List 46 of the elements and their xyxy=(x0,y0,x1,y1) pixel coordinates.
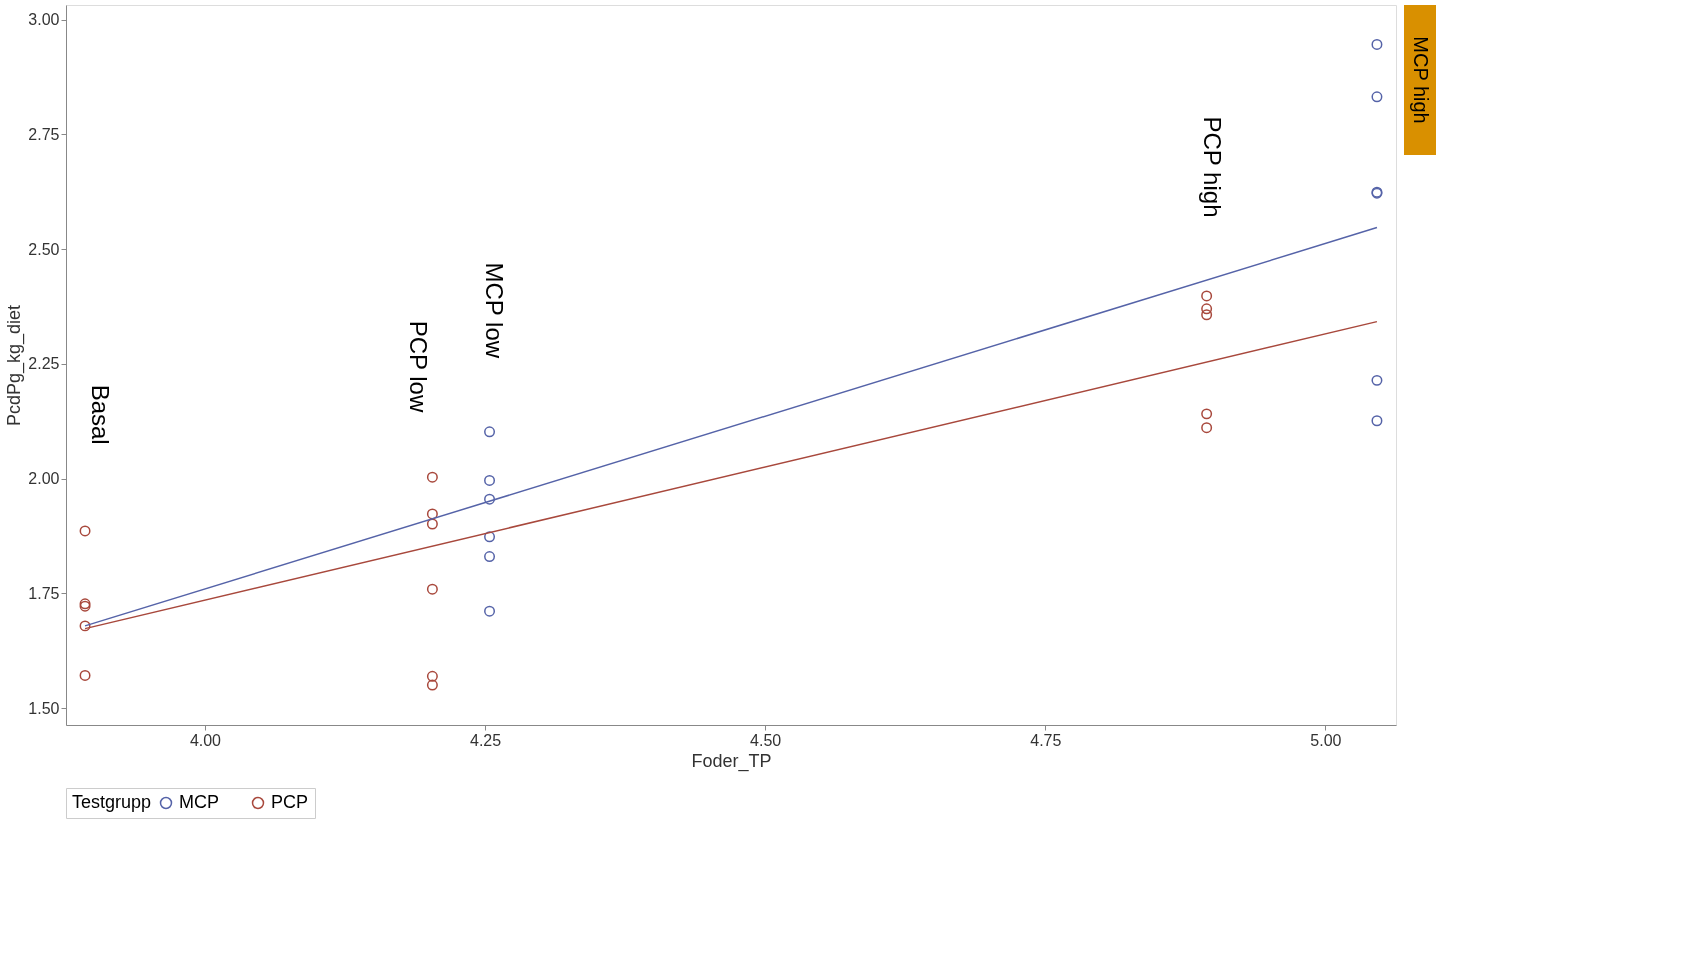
x-axis-title: Foder_TP xyxy=(691,750,772,772)
point xyxy=(1201,290,1213,302)
point xyxy=(1371,91,1383,103)
point xyxy=(79,525,91,537)
annotation: PCP low xyxy=(405,320,433,413)
point xyxy=(484,605,496,617)
point xyxy=(426,471,438,483)
point xyxy=(1201,303,1213,315)
point xyxy=(1371,38,1383,50)
y-tick-label: 3.00 xyxy=(28,11,60,29)
point xyxy=(426,679,438,691)
point xyxy=(484,426,496,438)
point xyxy=(1201,309,1213,321)
point xyxy=(484,551,496,563)
y-tick-label: 2.00 xyxy=(28,470,60,488)
point xyxy=(79,620,91,632)
x-tick-label: 4.00 xyxy=(189,731,222,749)
legend-label: MCP xyxy=(179,792,219,812)
legend-title: Testgrupp xyxy=(72,792,152,812)
point xyxy=(1201,422,1213,434)
annotation: PCP high xyxy=(1199,116,1227,218)
y-tick-label: 1.50 xyxy=(28,699,60,717)
point xyxy=(484,531,496,543)
legend-label: PCP xyxy=(271,792,309,812)
point xyxy=(426,583,438,595)
point xyxy=(79,669,91,681)
text: MCP high xyxy=(1410,36,1432,124)
point xyxy=(426,670,438,682)
annotation: Basal xyxy=(87,384,115,445)
point xyxy=(484,474,496,486)
point xyxy=(426,518,438,530)
point xyxy=(484,493,496,505)
x-tick-label: 5.00 xyxy=(1310,731,1342,749)
point xyxy=(426,508,438,520)
point xyxy=(1371,374,1383,386)
point xyxy=(1201,408,1213,420)
point xyxy=(1371,415,1383,427)
y-tick-label: 2.50 xyxy=(28,240,60,258)
y-tick-label: 2.75 xyxy=(28,125,60,143)
x-tick-label: 4.50 xyxy=(750,731,782,749)
y-axis-title: PcdPg_kg_diet xyxy=(4,304,26,427)
y-tick-label: 1.75 xyxy=(28,584,60,602)
y-tick-label: 2.25 xyxy=(28,355,60,373)
x-tick-label: 4.25 xyxy=(469,731,502,749)
x-tick-label: 4.75 xyxy=(1030,731,1062,749)
annotation: MCP low xyxy=(480,262,508,359)
